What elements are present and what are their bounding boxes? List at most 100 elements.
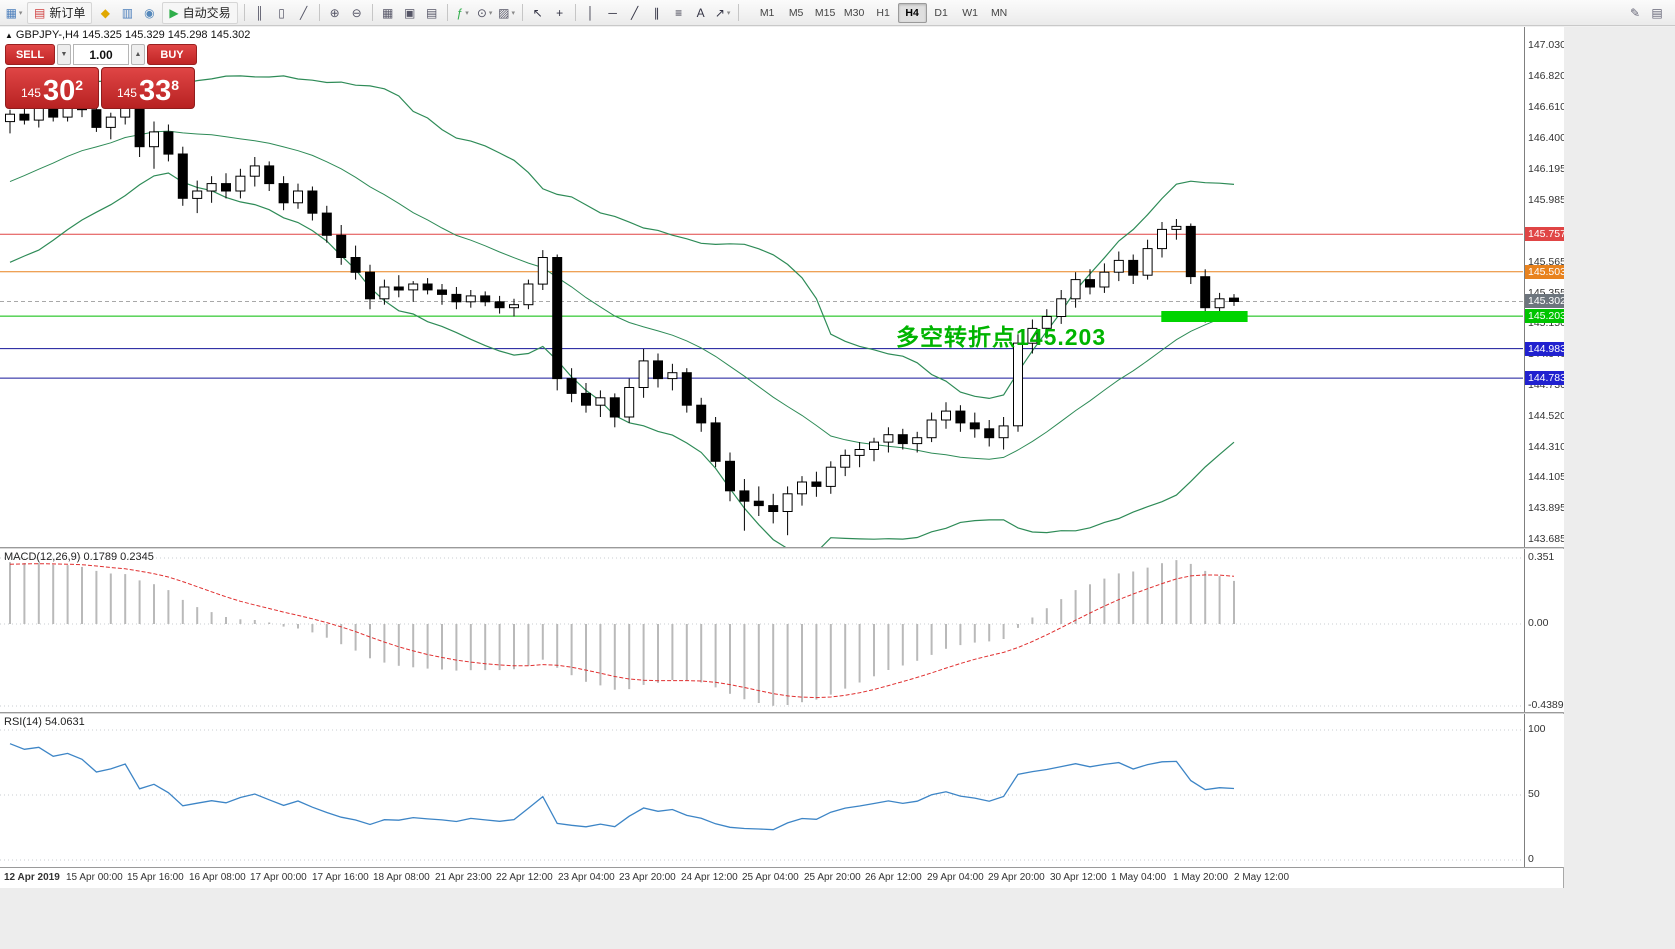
buy-price-small: 145 [116,86,137,100]
tab-timeframe-h1[interactable]: H1 [876,6,890,19]
time-tick: 22 Apr 12:00 [496,872,553,883]
macd-label: MACD(12,26,9) 0.1789 0.2345 [4,551,154,563]
arrange-windows-icon[interactable]: ▤ [425,5,438,20]
rsi-label: RSI(14) 54.0631 [4,716,85,728]
chevron-down-icon: ▾ [488,9,493,17]
rsi-chart [0,729,1523,861]
trendline-icon[interactable]: ╱ [630,5,639,20]
rsi-scale-tick: 50 [1528,788,1540,800]
tab-timeframe-d1[interactable]: D1 [934,6,948,19]
text-label-icon[interactable]: A [696,5,705,20]
panel-icon[interactable]: ▤ [1651,5,1663,20]
tile-windows-icon[interactable]: ▦ [381,5,394,20]
price-tick: 145.985 [1528,194,1566,206]
tab-timeframe-m5[interactable]: M5 [788,6,804,19]
auto-trading-button[interactable]: ▶ 自动交易 [162,1,238,24]
sell-price-button[interactable]: 145 30 2 [5,67,99,109]
toolbar-separator [574,4,576,21]
toolbar-separator [521,4,523,21]
indicators-icon[interactable]: ƒ ▾ [456,5,469,20]
profiles-icon[interactable]: ◆ [100,5,110,20]
vertical-line-icon[interactable]: │ [586,5,595,20]
volume-increase-button[interactable]: ▲ [131,44,145,65]
price-tick: 147.030 [1528,39,1566,51]
macd-pane[interactable]: MACD(12,26,9) 0.1789 0.2345 [0,549,1523,712]
tab-timeframe-m30[interactable]: M30 [843,6,865,19]
main-toolbar: ▦ ▾ ▤ 新订单 ◆ ▥ ◉ ▶ 自动交易 ║ ▯ ╱ ⊕ ⊖ ▦ ▣ ▤ ƒ ▾ ⊙ ▾ ▨ ▾ ↖ + │ ─ ╱ ∥ ≡ A ↗ ▾ M… [0,0,1675,26]
chart-window-gbpjpy: ▲ GBPJPY-,H4 145.325 145.329 145.298 145.… [0,27,1569,888]
tab-timeframe-m15[interactable]: M15 [814,6,836,19]
macd-scale-tick: 0.00 [1528,617,1549,629]
tab-timeframe-h4[interactable]: H4 [897,2,927,23]
sell-price-sup: 2 [75,77,84,93]
edit-icon[interactable]: ✎ [1629,5,1641,20]
price-tick: 143.685 [1528,533,1566,545]
time-tick: 25 Apr 04:00 [742,872,799,883]
candlestick-chart-icon[interactable]: ▯ [278,5,285,20]
workspace-background [1564,27,1675,949]
buy-price-button[interactable]: 145 33 8 [101,67,195,109]
time-tick: 26 Apr 12:00 [865,872,922,883]
time-tick: 25 Apr 20:00 [804,872,861,883]
price-tick: 146.195 [1528,163,1566,175]
buy-button[interactable]: BUY [147,44,197,65]
arrows-icon[interactable]: ↗ ▾ [714,5,731,20]
new-order-button[interactable]: ▤ 新订单 [27,1,93,24]
time-axis-border [0,867,1563,868]
one-click-trading-panel: SELL ▼ 1.00 ▲ BUY 145 30 2 145 33 8 [5,44,197,109]
new-order-button: ▤ [34,5,46,20]
cascade-windows-icon[interactable]: ▣ [403,5,416,20]
bar-chart-icon[interactable]: ║ [255,5,264,20]
rsi-scale-tick: 100 [1528,723,1546,735]
sell-button[interactable]: SELL [5,44,55,65]
templates-icon[interactable]: ▨ ▾ [498,5,516,20]
tab-timeframe-w1[interactable]: W1 [962,6,978,19]
time-axis[interactable]: 12 Apr 2019 15 Apr 00:00 15 Apr 16:00 16 Ap… [0,868,1563,888]
macd-chart [0,557,1523,707]
time-tick: 16 Apr 08:00 [189,872,246,883]
zoom-out-icon[interactable]: ⊖ [351,5,362,20]
volume-input[interactable]: 1.00 [73,44,129,65]
price-tick: 144.520 [1528,410,1566,422]
time-tick: 29 Apr 20:00 [988,872,1045,883]
price-level-label: 144.983 [1525,342,1569,356]
candlestick-chart[interactable] [0,27,1523,547]
market-watch-icon[interactable]: ▥ [121,5,134,20]
pane-splitter[interactable] [0,712,1563,714]
auto-trading-button: ▶ [169,5,179,20]
price-axis[interactable]: 147.030 146.820 146.610 146.400 146.195 145.9… [1524,27,1569,547]
price-tick: 146.610 [1528,101,1566,113]
main-chart-pane[interactable]: ▲ GBPJPY-,H4 145.325 145.329 145.298 145.… [0,27,1523,547]
buy-price-big: 33 [138,75,172,107]
crosshair-icon[interactable]: + [556,5,564,20]
time-tick: 23 Apr 20:00 [619,872,676,883]
periods-icon[interactable]: ⊙ ▾ [476,5,493,20]
rsi-pane[interactable]: RSI(14) 54.0631 [0,714,1523,867]
tab-timeframe-m1[interactable]: M1 [759,6,775,19]
toolbar-separator [737,4,739,21]
fibonacci-icon[interactable]: ≡ [675,5,683,20]
toolbar-left-group: ▦ ▾ ▤ 新订单 ◆ ▥ ◉ ▶ 自动交易 ║ ▯ ╱ ⊕ ⊖ ▦ ▣ ▤ ƒ ▾ ⊙ ▾ ▨ ▾ ↖ + │ ─ ╱ ∥ ≡ A ↗ ▾ [3,1,743,24]
channel-icon[interactable]: ∥ [653,5,660,20]
pane-splitter[interactable] [0,547,1563,549]
toolbar-right-group: ✎ ▤ [1624,3,1668,23]
time-tick: 15 Apr 00:00 [66,872,123,883]
chevron-down-icon: ▾ [18,9,23,17]
rsi-axis[interactable]: 100 50 0 [1524,714,1564,867]
cursor-icon[interactable]: ↖ [532,5,543,20]
zoom-in-icon[interactable]: ⊕ [329,5,340,20]
line-chart-icon[interactable]: ╱ [299,5,308,20]
time-tick: 17 Apr 16:00 [312,872,369,883]
navigator-icon[interactable]: ◉ [144,5,155,20]
tab-timeframe-mn[interactable]: MN [990,6,1008,19]
macd-axis[interactable]: 0.351 0.00 -0.4389 [1524,549,1564,712]
price-level-label: 145.302 [1525,294,1569,308]
price-level-label: 145.203 [1525,309,1569,323]
new-chart-icon[interactable]: ▦ ▾ [5,5,23,20]
time-tick: 23 Apr 04:00 [558,872,615,883]
pivot-annotation[interactable]: 多空转折点145.203 [896,324,1107,350]
horizontal-line-icon[interactable]: ─ [608,5,617,20]
time-tick: 1 May 04:00 [1111,872,1167,883]
volume-decrease-button[interactable]: ▼ [57,44,71,65]
